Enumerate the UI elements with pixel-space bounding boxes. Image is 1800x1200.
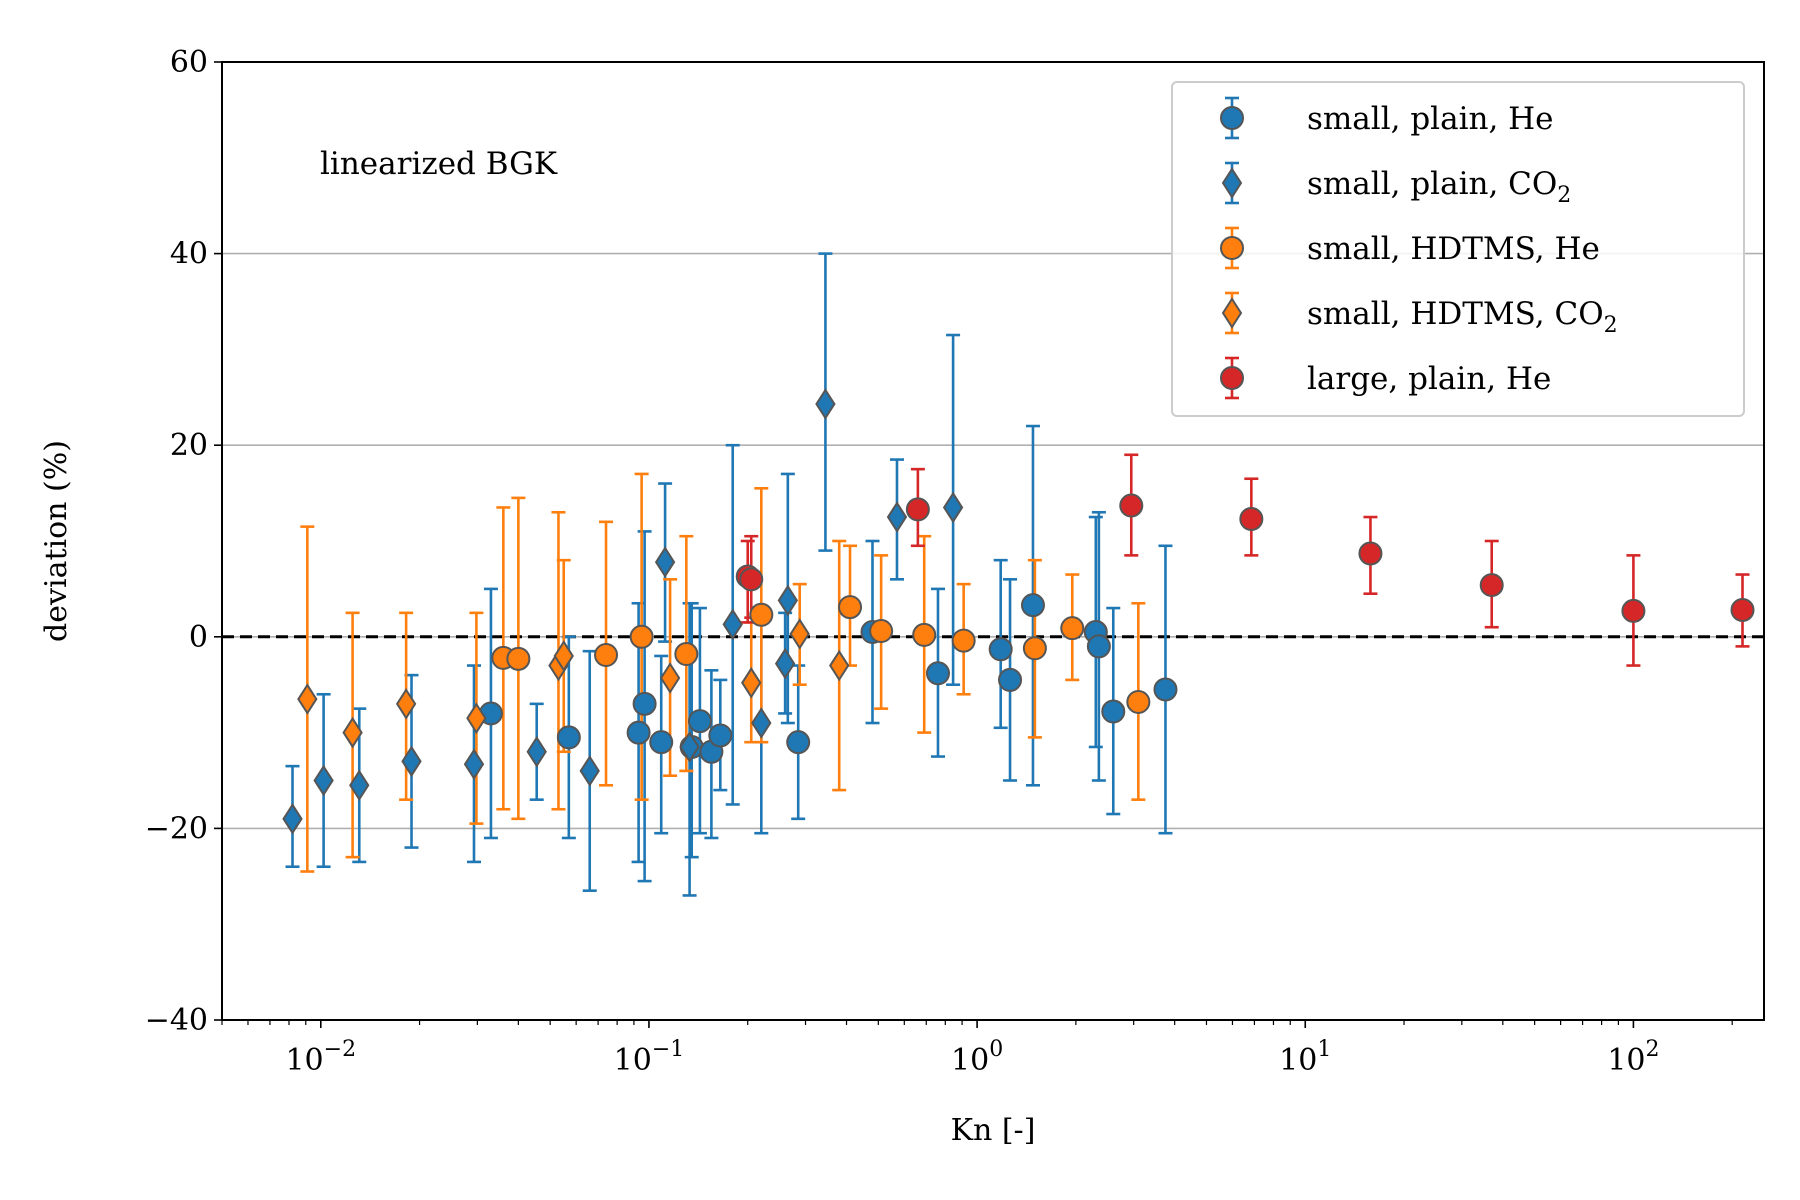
x-tick-label: 10−1 [614, 1037, 685, 1078]
data-point [1153, 677, 1178, 702]
data-point [1358, 541, 1383, 566]
data-point [679, 731, 700, 763]
legend-item: large, plain, He [1220, 356, 1551, 400]
annotation-text: linearized BGK [320, 146, 558, 182]
data-point [988, 637, 1013, 662]
legend-box [1171, 81, 1745, 417]
data-point [912, 622, 937, 647]
data-point [659, 662, 681, 694]
data-point [1086, 634, 1111, 659]
x-tick-label: 100 [951, 1037, 1003, 1078]
legend-marker [1221, 297, 1243, 329]
y-axis-label: deviation (%) [39, 440, 74, 642]
legend: small, plain, He small, plain, CO2 small, … [1171, 81, 1745, 417]
data-point [869, 619, 894, 644]
data-point [654, 546, 676, 578]
legend-label: small, plain, CO2 [1307, 166, 1571, 208]
data-point [1479, 573, 1504, 598]
y-tick-label: −40 [145, 1003, 208, 1038]
data-point [313, 764, 334, 797]
data-point [749, 602, 774, 627]
data-point [556, 725, 581, 750]
data-point [553, 640, 574, 672]
data-point [951, 628, 976, 653]
data-point [649, 730, 674, 755]
data-point [1730, 597, 1755, 622]
y-tick-label: 0 [189, 620, 208, 655]
data-point [466, 702, 487, 735]
data-point [1621, 598, 1646, 623]
data-point [838, 595, 863, 620]
data-point [708, 723, 733, 748]
y-tick-label: 40 [170, 237, 208, 272]
legend-marker [1220, 106, 1244, 130]
data-point [741, 666, 762, 699]
data-point [1020, 593, 1045, 618]
data-point [925, 661, 950, 686]
data-point [342, 716, 363, 749]
y-tick-label: 20 [170, 428, 208, 463]
y-tick-label: 60 [170, 45, 208, 80]
data-point [349, 769, 370, 802]
data-point [395, 688, 417, 720]
data-point [789, 618, 810, 650]
data-point [942, 491, 964, 524]
x-axis-label: Kn [-] [951, 1113, 1036, 1148]
data-point [829, 649, 850, 682]
x-tick-label: 101 [1279, 1037, 1331, 1078]
data-point [579, 755, 600, 787]
data-point [905, 497, 930, 522]
data-point [674, 642, 699, 667]
data-point [687, 709, 712, 734]
data-point [1119, 493, 1144, 518]
data-point [998, 667, 1023, 692]
series-markers-2 [491, 595, 1151, 714]
series-markers-3 [297, 618, 850, 749]
data-point [463, 748, 485, 781]
data-point [786, 730, 811, 755]
legend-label: small, HDTMS, CO2 [1307, 296, 1618, 338]
data-point [777, 584, 799, 617]
data-point [629, 624, 654, 649]
y-tick-label: −20 [145, 811, 208, 846]
x-tick-label: 10−2 [285, 1037, 356, 1078]
data-point [774, 647, 796, 680]
data-point [739, 567, 764, 592]
legend-label: small, HDTMS, He [1307, 231, 1600, 267]
data-point [886, 501, 908, 533]
data-point [282, 802, 303, 835]
legend-marker [1220, 366, 1244, 390]
series-markers-1 [282, 388, 964, 835]
legend-label: small, plain, He [1307, 101, 1554, 137]
data-series [282, 252, 1755, 897]
data-point [526, 735, 547, 768]
legend-marker [1220, 236, 1244, 260]
data-point [632, 691, 657, 716]
data-point [506, 646, 531, 671]
data-point [751, 707, 772, 739]
data-point [1239, 506, 1264, 531]
legend-label: large, plain, He [1307, 361, 1551, 397]
legend-item: small, plain, CO2 [1221, 161, 1571, 208]
plot-frame [221, 61, 1765, 1021]
legend-item: small, HDTMS, He [1220, 226, 1600, 270]
data-point [1101, 699, 1126, 724]
data-point [1022, 636, 1047, 661]
data-point [626, 720, 651, 745]
data-point [722, 608, 743, 641]
legend-item: small, plain, He [1220, 96, 1554, 140]
data-point [401, 745, 422, 778]
data-point [815, 388, 836, 420]
legend-item: small, HDTMS, CO2 [1221, 291, 1618, 338]
data-point [1060, 616, 1085, 641]
series-markers-4 [735, 493, 1755, 623]
x-tick-label: 102 [1607, 1037, 1659, 1078]
data-point [297, 683, 318, 715]
data-point [594, 643, 619, 668]
legend-marker [1221, 167, 1243, 199]
series-markers-0 [478, 593, 1178, 764]
data-point [1126, 689, 1151, 714]
